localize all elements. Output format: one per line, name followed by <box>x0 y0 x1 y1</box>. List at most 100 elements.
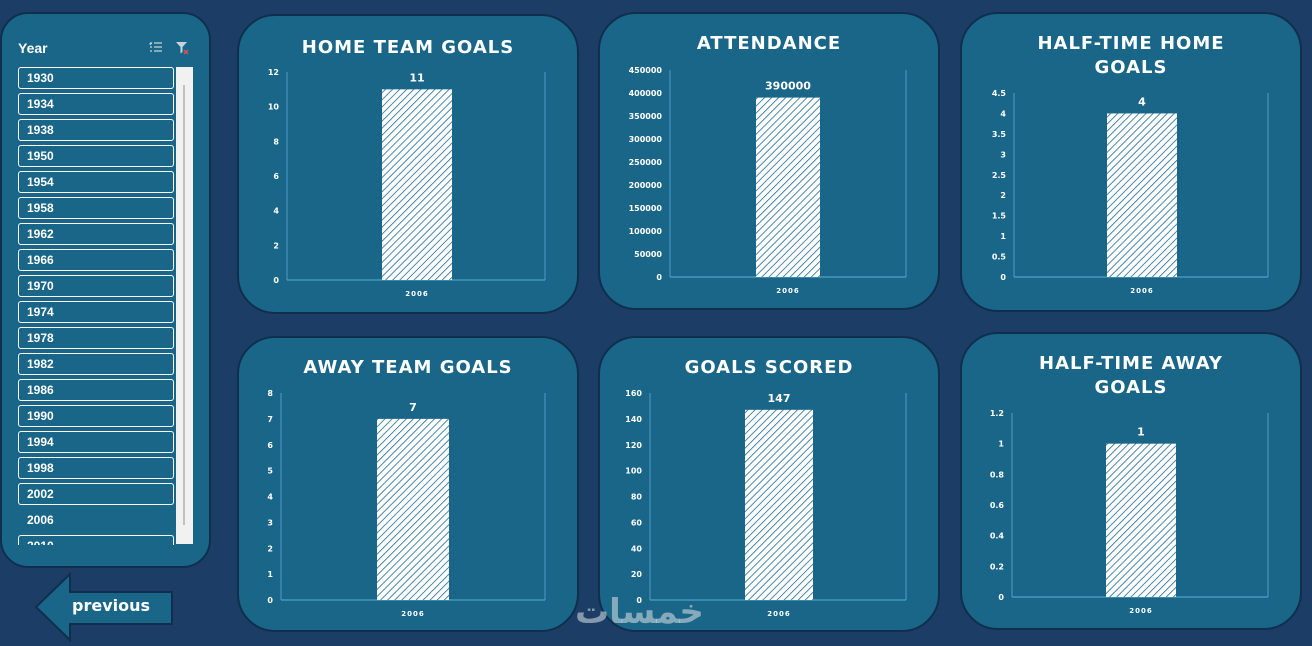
multi-select-icon[interactable] <box>148 40 164 56</box>
data-label: 7 <box>409 401 417 414</box>
y-tick-label: 1 <box>998 440 1004 449</box>
y-tick-label: 0 <box>273 276 279 285</box>
slicer-item-1982[interactable]: 1982 <box>18 353 174 375</box>
y-tick-label: 350000 <box>629 112 663 121</box>
y-tick-label: 100000 <box>629 227 663 236</box>
y-tick-label: 50000 <box>634 250 662 259</box>
slicer-item-1938[interactable]: 1938 <box>18 119 174 141</box>
previous-button-label: previous <box>72 596 151 615</box>
y-tick-label: 450000 <box>629 66 663 75</box>
y-tick-label: 4 <box>1000 109 1006 118</box>
category-label: 2006 <box>405 290 428 298</box>
slicer-item-1998[interactable]: 1998 <box>18 457 174 479</box>
data-label: 1 <box>1137 426 1145 439</box>
y-tick-label: 2 <box>1000 191 1006 200</box>
previous-button[interactable] <box>34 572 174 642</box>
away-team-goals-chart: 0 1 2 3 4 5 6 7 8 7 2006 AWAY TEAM GOALS <box>237 336 579 632</box>
slicer-item-1994[interactable]: 1994 <box>18 431 174 453</box>
category-label: 2006 <box>1129 607 1152 615</box>
y-tick-label: 2 <box>273 241 279 250</box>
bar[interactable] <box>745 409 813 600</box>
chart-title: ATTENDANCE <box>696 33 842 54</box>
y-tick-label: 300000 <box>629 135 663 144</box>
slicer-item-1986[interactable]: 1986 <box>18 379 174 401</box>
half-time-away-goals-chart: 0 0.2 0.4 0.6 0.8 1 1.2 1 2006 HALF-TIME AWAY GO… <box>960 332 1302 630</box>
slicer-item-1962[interactable]: 1962 <box>18 223 174 245</box>
slicer-item-1930[interactable]: 1930 <box>18 67 174 89</box>
y-tick-label: 1 <box>267 570 273 579</box>
y-tick-label: 60 <box>631 518 643 527</box>
data-label: 11 <box>409 71 424 84</box>
y-tick-label: 200000 <box>629 181 663 190</box>
y-tick-label: 0 <box>636 596 642 605</box>
year-slicer: Year 1930 1934 1938 1950 1954 1958 1962 1966 197… <box>0 12 211 568</box>
home-team-goals-chart: 0 2 4 6 8 10 12 11 2006 HOME TEAM GOALS <box>237 14 579 314</box>
y-tick-label: 0.8 <box>990 470 1005 479</box>
y-tick-label: 5 <box>267 467 273 476</box>
y-tick-label: 4 <box>267 493 273 502</box>
chart-plot: 0 2 4 6 8 10 12 11 2006 <box>268 68 546 298</box>
y-tick-label: 80 <box>631 493 643 502</box>
y-tick-label: 4 <box>273 207 279 216</box>
slicer-item-1958[interactable]: 1958 <box>18 197 174 219</box>
chart-plot: 0 20 40 60 80 100 120 140 160 147 2006 <box>625 389 907 618</box>
slicer-item-1970[interactable]: 1970 <box>18 275 174 297</box>
scroll-thumb[interactable] <box>183 85 185 525</box>
watermark: خمسات <box>575 592 704 632</box>
y-tick-label: 7 <box>267 415 273 424</box>
slicer-item-1950[interactable]: 1950 <box>18 145 174 167</box>
clear-filter-icon[interactable] <box>174 40 190 56</box>
chart-plot: 0 1 2 3 4 5 6 7 8 7 2006 <box>267 389 546 618</box>
y-tick-label: 140 <box>625 415 642 424</box>
y-tick-label: 120 <box>625 441 642 450</box>
y-tick-label: 40 <box>631 544 643 553</box>
y-tick-label: 1.5 <box>992 212 1007 221</box>
chart-title: GOALS SCORED <box>684 357 854 378</box>
y-tick-label: 160 <box>625 389 642 398</box>
slicer-item-2006[interactable]: 2006 <box>27 513 54 527</box>
y-tick-label: 0 <box>1000 273 1006 282</box>
slicer-item-2010[interactable]: 2010 <box>18 535 174 545</box>
category-label: 2006 <box>1130 287 1153 295</box>
y-tick-label: 0.4 <box>990 532 1005 541</box>
slicer-item-list: 1930 1934 1938 1950 1954 1958 1962 1966 1970 1974… <box>18 67 174 545</box>
attendance-chart: 0 50000 100000 150000 200000 250000 300000 3500… <box>598 12 940 310</box>
slicer-item-2002[interactable]: 2002 <box>18 483 174 505</box>
y-tick-label: 1.2 <box>990 409 1004 418</box>
slicer-item-1978[interactable]: 1978 <box>18 327 174 349</box>
slicer-item-1974[interactable]: 1974 <box>18 301 174 323</box>
y-tick-label: 0 <box>998 593 1004 602</box>
y-tick-label: 400000 <box>629 89 663 98</box>
y-tick-label: 100 <box>625 467 642 476</box>
chart-title: AWAY TEAM GOALS <box>303 357 513 378</box>
y-tick-label: 6 <box>273 172 279 181</box>
chart-plot: 0 0.5 1 1.5 2 2.5 3 3.5 4 4.5 4 2006 <box>992 89 1269 295</box>
slicer-item-1990[interactable]: 1990 <box>18 405 174 427</box>
category-label: 2006 <box>767 610 790 618</box>
bar[interactable] <box>1107 113 1177 277</box>
data-label: 4 <box>1138 95 1146 108</box>
y-tick-label: 8 <box>273 137 279 146</box>
y-tick-label: 150000 <box>629 204 663 213</box>
y-tick-label: 3.5 <box>992 130 1007 139</box>
category-label: 2006 <box>401 610 424 618</box>
bar[interactable] <box>1106 443 1176 597</box>
y-tick-label: 4.5 <box>992 89 1007 98</box>
slicer-item-1954[interactable]: 1954 <box>18 171 174 193</box>
y-tick-label: 8 <box>267 389 273 398</box>
chart-title: HALF-TIME AWAY GOALS <box>1039 353 1223 398</box>
y-tick-label: 0.6 <box>990 501 1005 510</box>
half-time-home-goals-chart: 0 0.5 1 1.5 2 2.5 3 3.5 4 4.5 4 2006 HALF-TIME HOME… <box>960 12 1302 312</box>
y-tick-label: 6 <box>267 441 273 450</box>
y-tick-label: 20 <box>631 570 643 579</box>
bar[interactable] <box>377 418 449 600</box>
slicer-item-1934[interactable]: 1934 <box>18 93 174 115</box>
bar[interactable] <box>382 89 452 280</box>
y-tick-label: 2 <box>267 544 273 553</box>
bar[interactable] <box>756 97 820 277</box>
slicer-item-1966[interactable]: 1966 <box>18 249 174 271</box>
y-tick-label: 1 <box>1000 232 1006 241</box>
slicer-scrollbar[interactable] <box>176 67 193 544</box>
data-label: 390000 <box>765 80 811 93</box>
chart-title: HALF-TIME HOME GOALS <box>1037 33 1225 78</box>
